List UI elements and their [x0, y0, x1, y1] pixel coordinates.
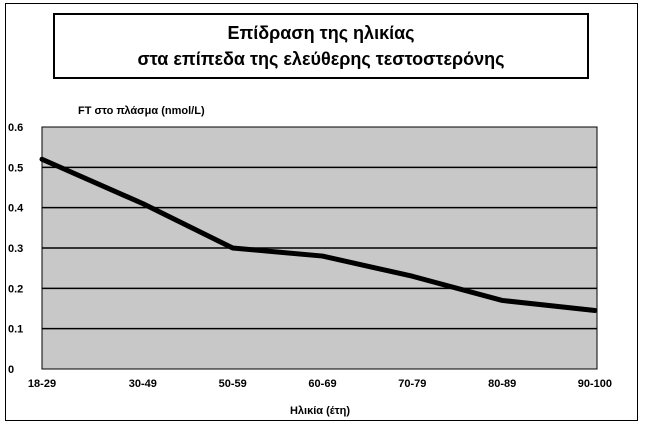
y-axis-label: FT στο πλάσμα (nmol/L) [78, 105, 205, 117]
x-tick-label: 50-59 [219, 378, 247, 390]
x-tick-label: 18-29 [28, 378, 56, 390]
x-tick-labels: 18-29 30-49 50-59 60-69 70-79 80-89 90-100 [28, 378, 612, 390]
y-tick-label: 0.5 [8, 162, 23, 174]
y-tick-label: 0.2 [8, 283, 23, 295]
x-tick-label: 30-49 [129, 378, 157, 390]
y-tick-label: 0.6 [8, 122, 23, 134]
chart-title-line-1: Επίδραση της ηλικίας [227, 23, 415, 43]
x-tick-label: 60-69 [308, 378, 336, 390]
y-tick-label: 0.4 [8, 203, 24, 215]
x-tick-label: 90-100 [578, 378, 612, 390]
y-tick-label: 0.1 [8, 324, 23, 336]
series-line [39, 156, 598, 314]
y-tick-label: 0.3 [8, 243, 23, 255]
chart-title-line-2: στα επίπεδα της ελεύθερης τεστοστερόνης [137, 49, 505, 69]
x-tick-label: 70-79 [398, 378, 426, 390]
x-axis-label: Ηλικία (έτη) [290, 405, 350, 417]
x-tick-label: 80-89 [488, 378, 516, 390]
y-tick-labels: 0 0.1 0.2 0.3 0.4 0.5 0.6 [8, 122, 24, 376]
gridlines [42, 166, 597, 330]
y-tick-label: 0 [8, 364, 14, 376]
chart-title-box: Επίδραση της ηλικίας στα επίπεδα της ελε… [53, 13, 589, 79]
